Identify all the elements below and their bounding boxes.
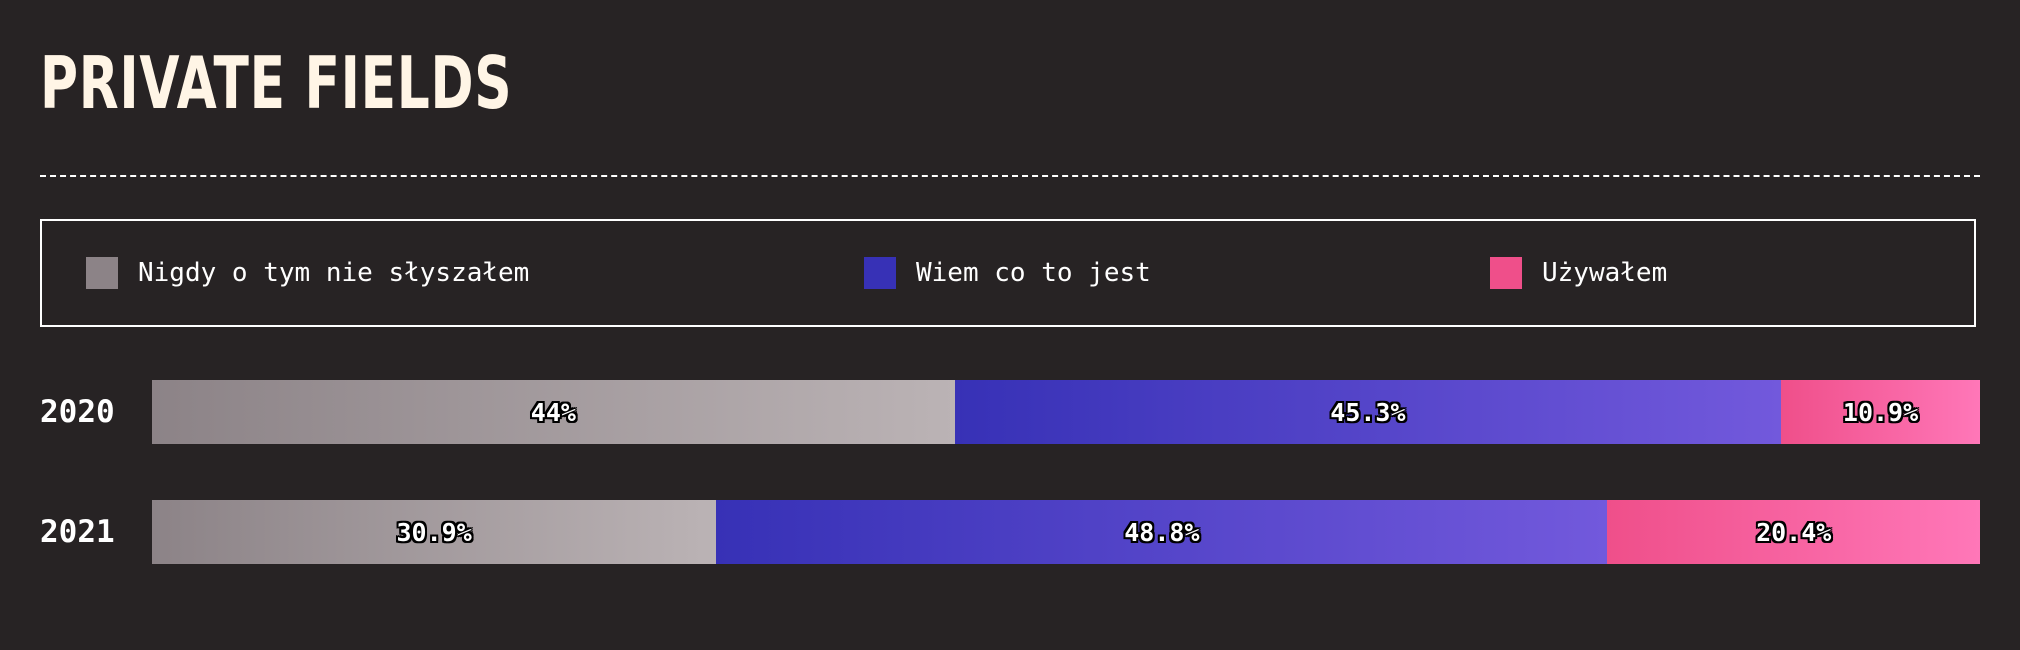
legend-label-never-heard: Nigdy o tym nie słyszałem [138, 258, 530, 288]
stacked-bar-2020: 44% 45.3% 10.9% [152, 380, 1980, 444]
bar-value-label-2020-never-heard: 44% [530, 397, 576, 427]
legend-item-never-heard[interactable]: Nigdy o tym nie słyszałem [86, 221, 529, 325]
bar-segment-2021-never-heard[interactable]: 30.9% [152, 500, 717, 564]
row-label-2020: 2020 [40, 394, 115, 430]
bar-value-label-2021-used-it: 20.4% [1756, 517, 1832, 547]
bar-segment-2020-never-heard[interactable]: 44% [152, 380, 955, 444]
legend-label-know-what-it-is: Wiem co to jest [916, 258, 1151, 288]
bar-segment-2021-used-it[interactable]: 20.4% [1607, 500, 1980, 564]
bar-value-label-2021-never-heard: 30.9% [396, 517, 472, 547]
legend-item-used-it[interactable]: Używałem [1490, 221, 1667, 325]
legend: Nigdy o tym nie słyszałem Wiem co to jes… [40, 219, 1976, 327]
legend-swatch-know-what-it-is [864, 257, 896, 289]
bar-segment-2020-used-it[interactable]: 10.9% [1781, 380, 1980, 444]
bar-value-label-2021-know-what-it-is: 48.8% [1124, 517, 1200, 547]
dashed-divider [40, 175, 1980, 177]
bar-value-label-2020-used-it: 10.9% [1842, 397, 1919, 427]
chart-title: PRIVATE FIELDS [40, 41, 513, 125]
stacked-bar-2021: 30.9% 48.8% 20.4% [152, 500, 1980, 564]
row-label-2021: 2021 [40, 514, 115, 550]
legend-swatch-never-heard [86, 257, 118, 289]
bar-segment-2020-know-what-it-is[interactable]: 45.3% [954, 380, 1782, 444]
bar-value-label-2020-know-what-it-is: 45.3% [1330, 397, 1406, 427]
legend-item-know-what-it-is[interactable]: Wiem co to jest [864, 221, 1151, 325]
legend-label-used-it: Używałem [1542, 258, 1668, 288]
legend-swatch-used-it [1490, 257, 1522, 289]
bar-segment-2021-know-what-it-is[interactable]: 48.8% [716, 500, 1608, 564]
